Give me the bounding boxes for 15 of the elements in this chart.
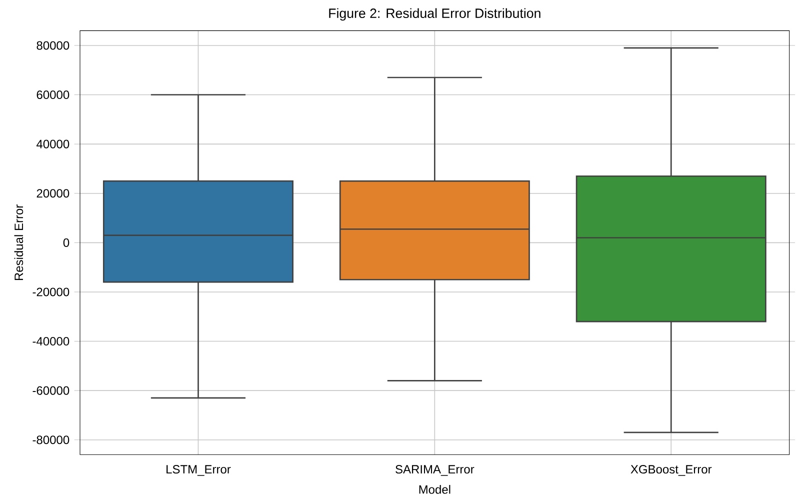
y-tick-label: 20000 <box>36 189 70 198</box>
y-tick-label: 80000 <box>36 41 70 50</box>
chart-title: Figure 2: Residual Error Distribution <box>329 8 540 21</box>
y-tick-label: 40000 <box>36 140 70 148</box>
x-tick-label: LSTM_Error <box>166 465 231 476</box>
x-axis-title: Model <box>419 485 450 494</box>
x-tick-label: XGBoost_Error <box>630 465 712 476</box>
y-tick-label: -20000 <box>32 288 70 296</box>
y-tick-label: 60000 <box>36 90 70 100</box>
y-tick-label: -60000 <box>32 386 70 395</box>
y-tick-label: -80000 <box>32 436 70 444</box>
x-tick-label: SARIMA_Error <box>396 465 474 476</box>
y-tick-label: -40000 <box>32 337 70 346</box>
y-tick-label: 0 <box>63 238 70 248</box>
y-axis-title: Residual Error <box>14 204 24 280</box>
